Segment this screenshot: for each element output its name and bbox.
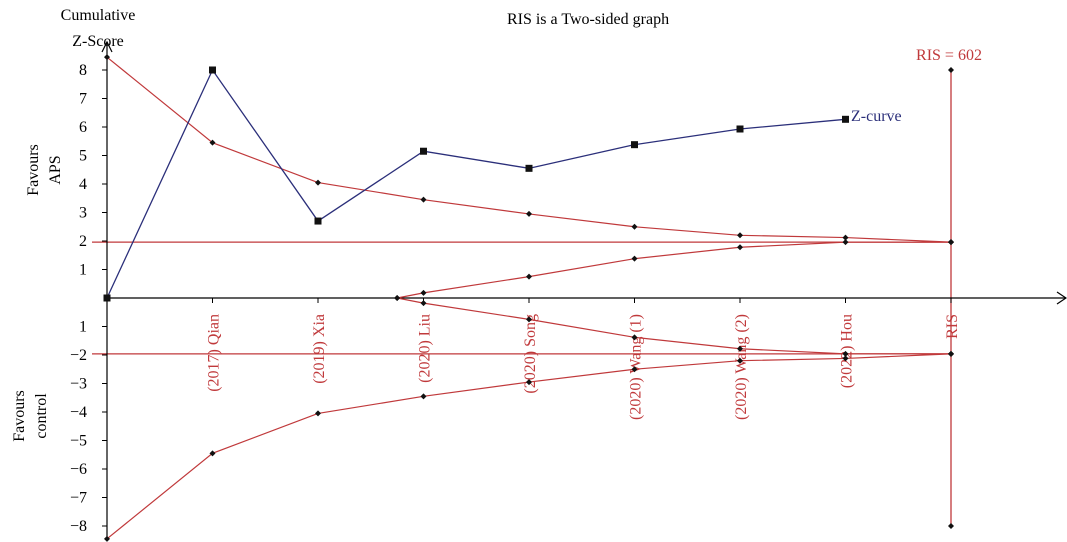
futility-lower-point (420, 300, 427, 307)
chart-title: RIS is a Two-sided graph (507, 11, 669, 28)
zcurve-point (736, 125, 744, 133)
zcurve-line (106, 68, 846, 299)
futility-upper-point (737, 244, 743, 251)
y-tick-label: −3 (70, 376, 87, 393)
y-tick-label: −4 (70, 404, 87, 421)
boundary-upper-point (420, 196, 427, 203)
futility-upper-point (420, 289, 427, 296)
boundary-lower-point (737, 357, 743, 364)
futility-upper-point (631, 255, 638, 262)
futility-lower-point (526, 316, 532, 323)
favours-aps-label: Favours APS (25, 144, 64, 196)
boundary-lower-point (842, 355, 849, 362)
zcurve-point (209, 66, 216, 74)
y-tick-label: 1 (79, 319, 87, 336)
y-tick-label: 4 (79, 176, 87, 193)
x-category-label: RIS (944, 314, 961, 339)
svg-text:Favours: Favours (25, 144, 42, 196)
ris-marker-point (948, 350, 954, 357)
x-category-label: (2020) Liu (417, 314, 434, 383)
y-axis-label-line2: Z-Score (72, 33, 124, 50)
boundary-upper-point (104, 54, 110, 61)
boundary-upper-point (737, 232, 743, 239)
y-tick-label: 6 (79, 119, 87, 136)
ris-label: RIS = 602 (916, 47, 982, 64)
boundary-upper-point (209, 139, 216, 146)
zcurve-point (103, 294, 111, 302)
futility-upper-point (526, 273, 532, 280)
x-axis-arrow (1056, 291, 1067, 305)
x-category-label: (2020) Song (522, 314, 539, 394)
x-category-label: (2020) Wang (2) (733, 314, 750, 420)
zcurve-point (631, 141, 638, 149)
futility-lower-point (631, 334, 638, 341)
y-tick-label: −8 (70, 518, 87, 535)
boundary-lower-point (526, 379, 532, 386)
futility-lower-point (842, 350, 849, 357)
y-tick-label: 7 (79, 91, 87, 108)
boundary-upper-point (526, 210, 532, 217)
svg-text:control: control (33, 393, 50, 439)
boundary-lower-point (104, 535, 110, 542)
boundary-upper-point (842, 234, 849, 241)
ris-marker-point (948, 239, 954, 246)
y-tick-label: −2 (70, 347, 87, 364)
boundary-lower-point (209, 450, 216, 457)
boundary-lower-point (315, 410, 321, 417)
zcurve-point (314, 217, 322, 225)
boundary-upper-point (631, 223, 638, 230)
y-tick-label: 3 (79, 205, 87, 222)
svg-text:APS: APS (47, 155, 64, 184)
futility-upper-point (842, 239, 849, 246)
x-category-label: (2020) Wang (1) (628, 314, 645, 420)
boundary-lower-point (420, 393, 427, 400)
zcurve-point (525, 164, 533, 172)
futility-lower-point (394, 295, 401, 301)
y-tick-label: 2 (79, 233, 87, 250)
boundary-upper-point (315, 179, 321, 186)
zcurve-point (842, 115, 849, 123)
x-category-label: (2022) Hou (839, 314, 856, 388)
y-tick-label: 1 (79, 262, 87, 279)
y-tick-label: 8 (79, 62, 87, 79)
y-tick-label: 5 (79, 148, 87, 165)
y-tick-label: −7 (70, 490, 87, 507)
y-tick-label: −5 (70, 433, 87, 450)
favours-control-label: Favours control (11, 390, 50, 442)
x-category-label: (2019) Xia (311, 314, 328, 384)
futility-upper-line (397, 241, 951, 299)
x-category-label: (2017) Qian (206, 314, 223, 392)
svg-text:Favours: Favours (11, 390, 28, 442)
ris-marker-point (948, 67, 954, 73)
y-axis-label-line1: Cumulative (61, 7, 136, 24)
y-tick-label: −6 (70, 461, 87, 478)
zcurve-label: Z-curve (851, 108, 902, 125)
futility-lower-point (737, 345, 743, 352)
boundary-lower-point (631, 366, 638, 373)
zcurve-point (420, 147, 427, 155)
y-axis-arrow (101, 40, 113, 53)
futility-lower-line (397, 297, 951, 355)
ris-marker-point (948, 523, 954, 529)
